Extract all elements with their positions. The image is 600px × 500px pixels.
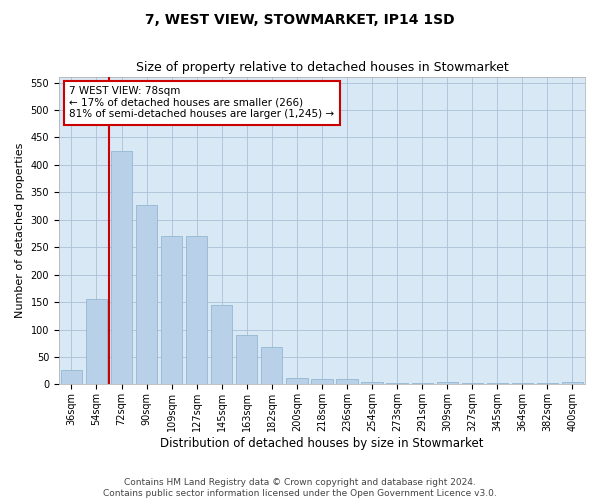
Bar bbox=[286, 378, 308, 384]
Bar bbox=[562, 382, 583, 384]
Y-axis label: Number of detached properties: Number of detached properties bbox=[15, 143, 25, 318]
Bar bbox=[111, 151, 132, 384]
Bar bbox=[86, 300, 107, 384]
Bar bbox=[311, 380, 332, 384]
Bar bbox=[211, 305, 232, 384]
Text: Contains HM Land Registry data © Crown copyright and database right 2024.
Contai: Contains HM Land Registry data © Crown c… bbox=[103, 478, 497, 498]
Bar bbox=[236, 335, 257, 384]
Bar bbox=[261, 347, 283, 385]
Bar bbox=[361, 382, 383, 384]
Bar bbox=[186, 236, 208, 384]
Text: 7, WEST VIEW, STOWMARKET, IP14 1SD: 7, WEST VIEW, STOWMARKET, IP14 1SD bbox=[145, 12, 455, 26]
Text: 7 WEST VIEW: 78sqm
← 17% of detached houses are smaller (266)
81% of semi-detach: 7 WEST VIEW: 78sqm ← 17% of detached hou… bbox=[70, 86, 335, 120]
Bar bbox=[161, 236, 182, 384]
X-axis label: Distribution of detached houses by size in Stowmarket: Distribution of detached houses by size … bbox=[160, 437, 484, 450]
Bar bbox=[61, 370, 82, 384]
Bar bbox=[437, 382, 458, 384]
Bar bbox=[337, 380, 358, 384]
Bar bbox=[136, 205, 157, 384]
Title: Size of property relative to detached houses in Stowmarket: Size of property relative to detached ho… bbox=[136, 62, 508, 74]
